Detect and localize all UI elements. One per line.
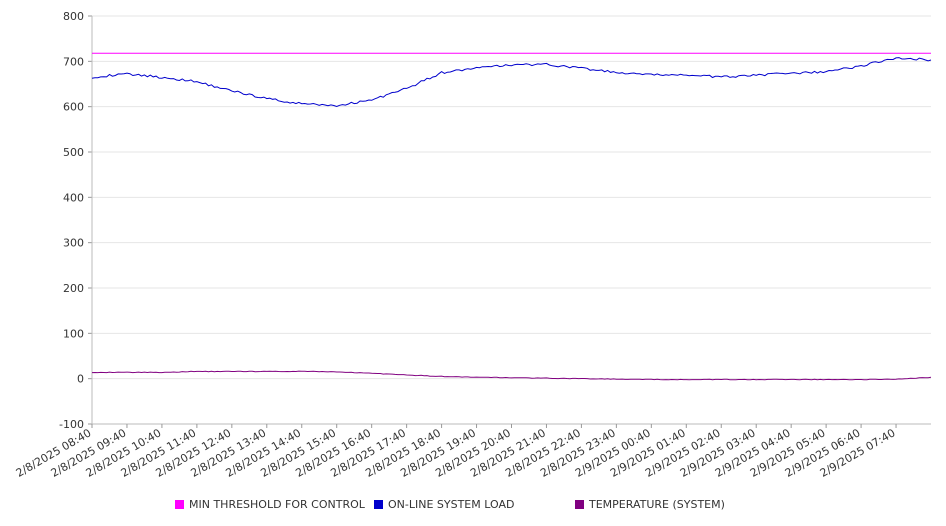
y-tick-label: 0: [77, 373, 84, 386]
chart-grid: [92, 15, 931, 425]
chart-series: [91, 52, 932, 381]
y-tick-label: 100: [63, 327, 84, 340]
legend-item-on-line-system-load: ON-LINE SYSTEM LOAD: [374, 498, 514, 511]
legend-label: MIN THRESHOLD FOR CONTROL: [189, 498, 365, 511]
legend-label: TEMPERATURE (SYSTEM): [589, 498, 725, 511]
legend-item-min-threshold-for-control: MIN THRESHOLD FOR CONTROL: [175, 498, 365, 511]
legend-swatch: [374, 500, 383, 509]
y-tick-label: 700: [63, 55, 84, 68]
legend-swatch: [175, 500, 184, 509]
y-tick-label: 400: [63, 191, 84, 204]
y-tick-label: -100: [59, 418, 84, 431]
chart-legend: MIN THRESHOLD FOR CONTROL ON-LINE SYSTEM …: [0, 498, 946, 514]
y-tick-label: 300: [63, 237, 84, 250]
legend-swatch: [575, 500, 584, 509]
y-tick-label: 800: [63, 10, 84, 23]
legend-label: ON-LINE SYSTEM LOAD: [388, 498, 515, 511]
y-axis-ticks: -100 0 100 200 300 400 500 600 700 800: [59, 10, 84, 431]
x-axis-ticks: 2/8/2025 08:402/8/2025 09:402/8/2025 10:…: [14, 426, 898, 480]
y-tick-label: 200: [63, 282, 84, 295]
chart-axes: [88, 15, 931, 428]
y-tick-label: 600: [63, 101, 84, 114]
series-line-temperature-system: [91, 370, 932, 381]
legend-item-temperature-system: TEMPERATURE (SYSTEM): [575, 498, 725, 511]
series-line-on-line-system-load: [91, 57, 932, 108]
y-tick-label: 500: [63, 146, 84, 159]
